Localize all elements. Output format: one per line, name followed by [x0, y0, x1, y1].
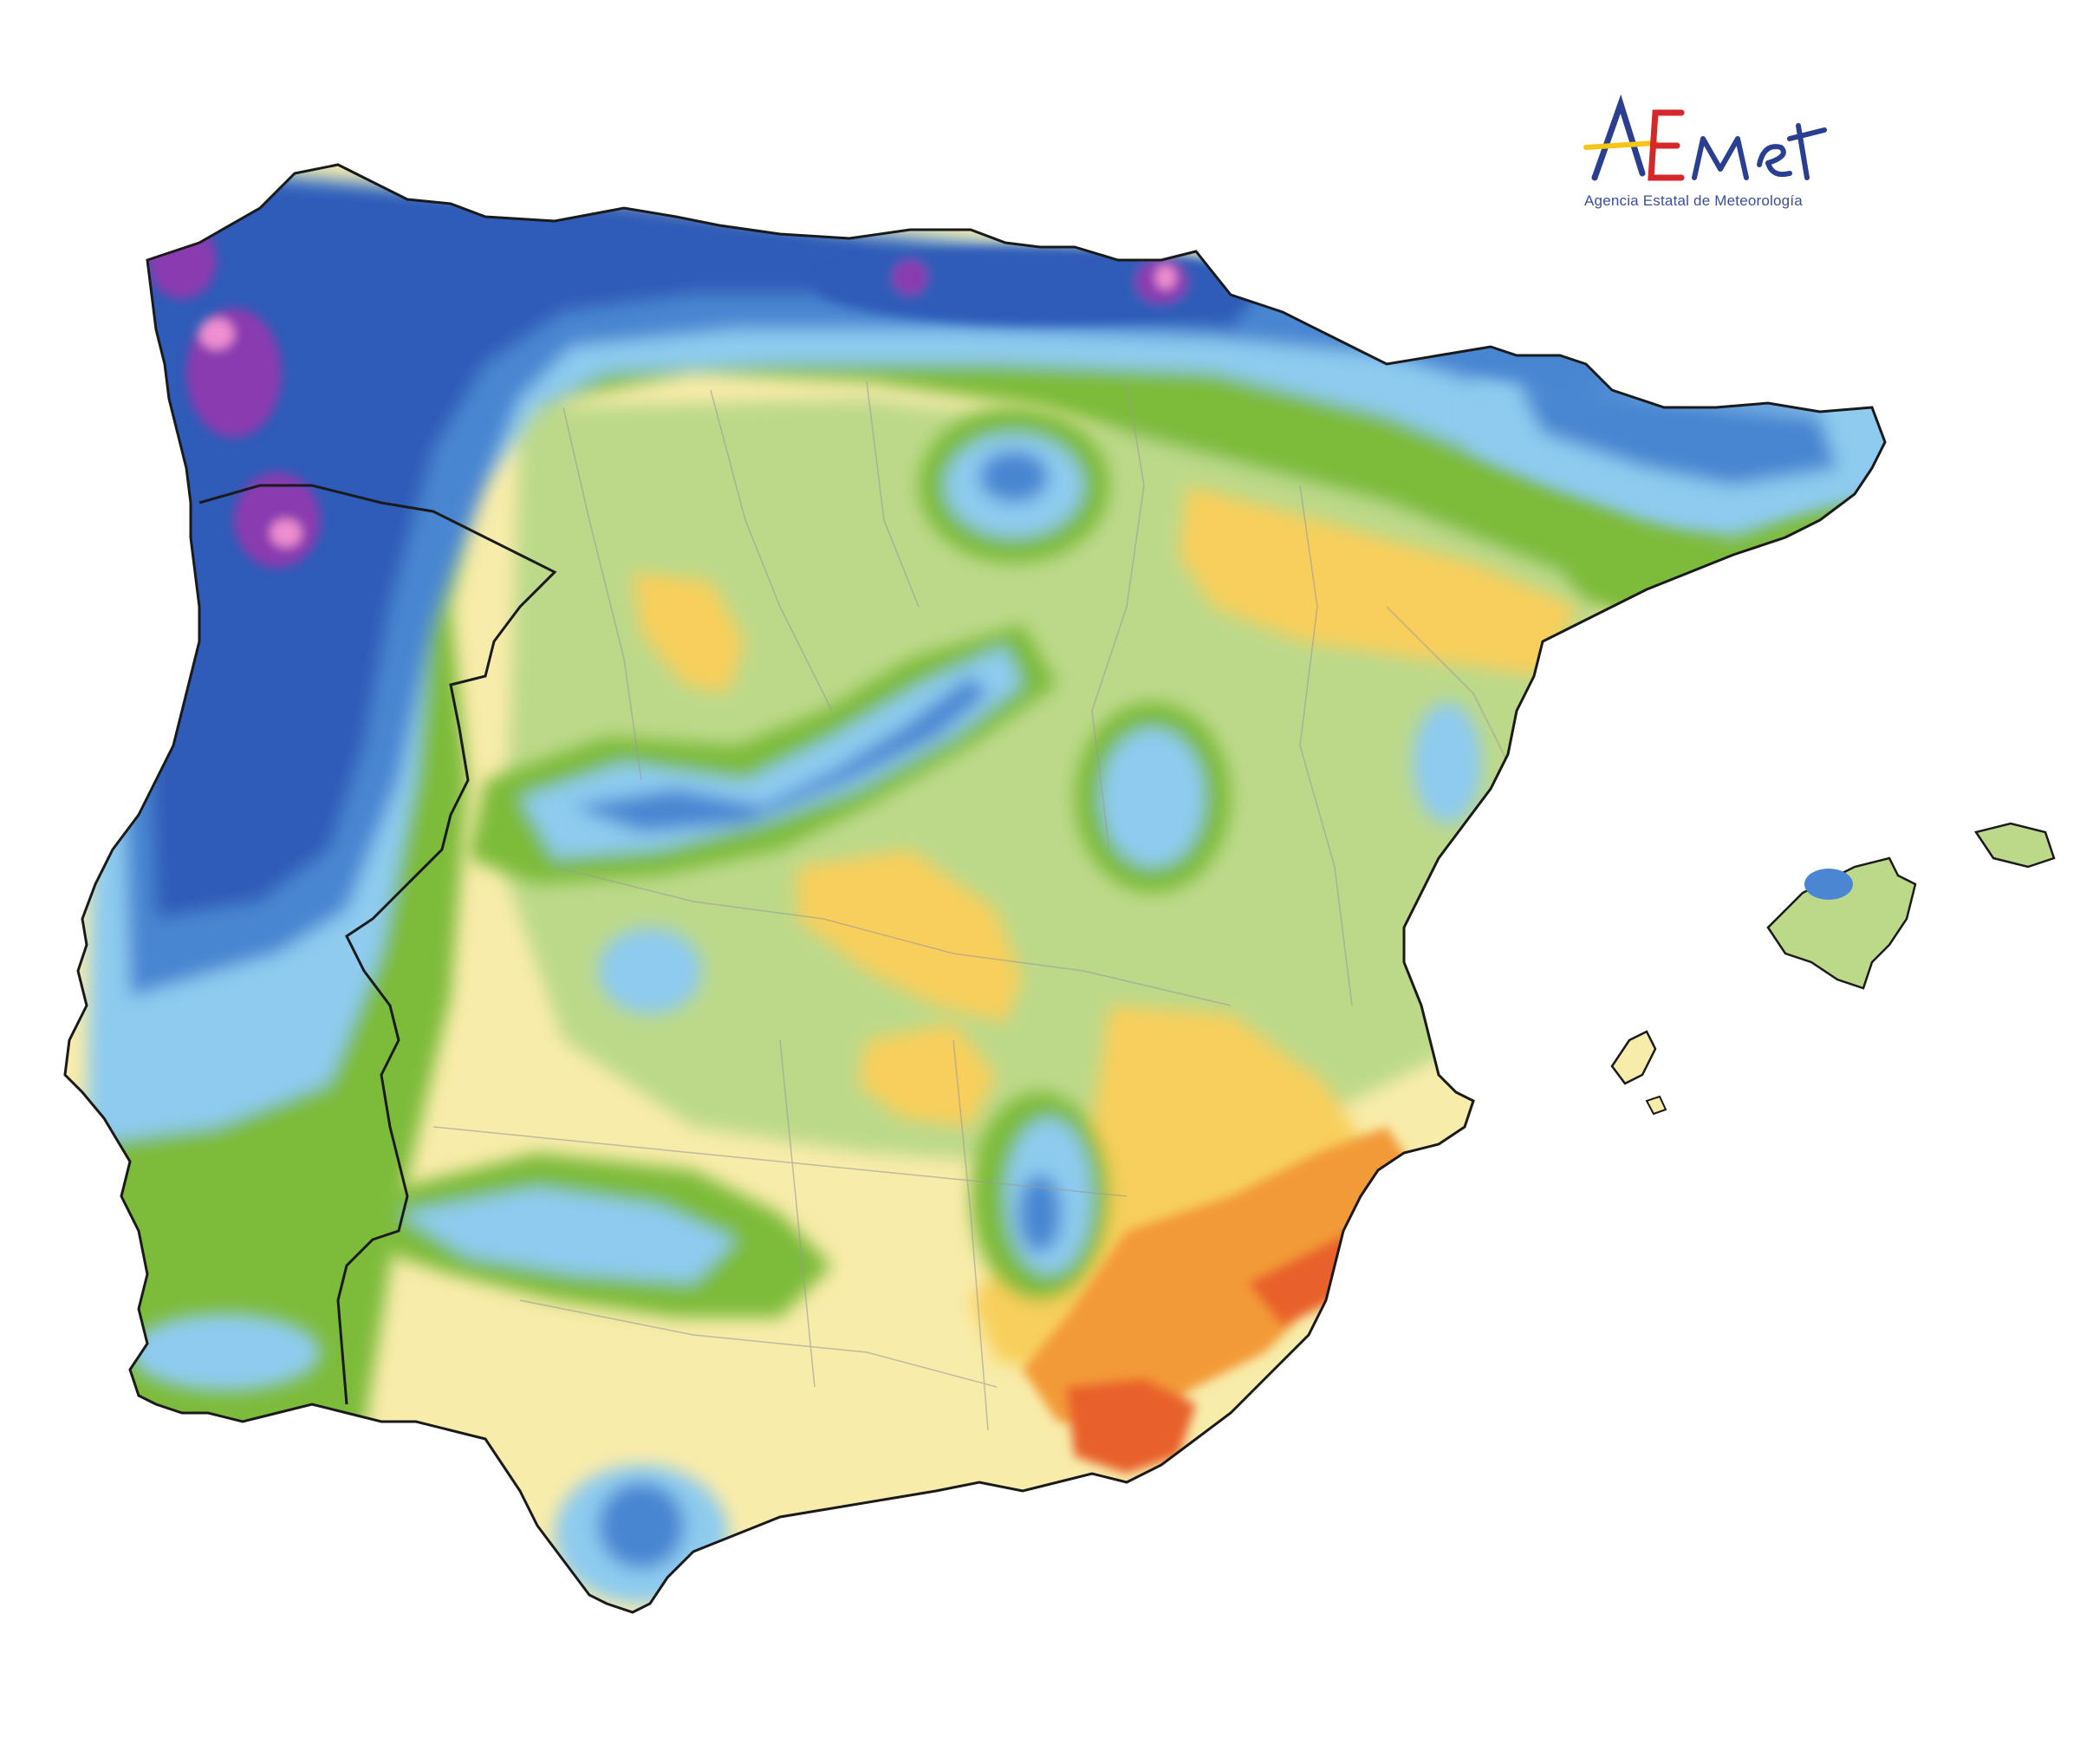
- island-menorca: [1973, 822, 2056, 869]
- logo-letters-met: [1692, 123, 1827, 180]
- aemet-logo: [1583, 94, 1827, 181]
- zone-orange-southeast: [1023, 1127, 1421, 1430]
- zone-light-blue-teruel: [1413, 702, 1482, 823]
- zone-magenta-3: [147, 221, 217, 299]
- zone-mid-blue-north: [104, 165, 1837, 997]
- zone-magenta-5: [893, 260, 927, 295]
- zone-red-almeria: [1066, 1378, 1196, 1474]
- zone-light-blue-iberian: [1101, 728, 1205, 867]
- logo-tagline: Agencia Estatal de Meteorología: [1584, 192, 1803, 209]
- logo-letter-e: [1648, 109, 1685, 181]
- zone-light-blue-algarve: [130, 1313, 321, 1391]
- zone-light-blue-extremadura: [598, 928, 702, 1014]
- zone-mid-blue-central: [572, 676, 988, 832]
- zone-dark-blue-nw: [130, 173, 1257, 919]
- zone-pink-1: [199, 318, 234, 349]
- zone-mid-blue-leon: [979, 451, 1049, 503]
- zone-light-blue-north: [87, 165, 1885, 1144]
- zone-yellow-ebro: [1179, 485, 1577, 676]
- zone-mallorca-blue: [1804, 869, 1853, 900]
- province-lines: [432, 381, 1526, 1431]
- island-mallorca: [1766, 856, 1917, 990]
- zone-mid-blue-pyrenees: [1517, 381, 1837, 485]
- zone-dark-blue-cantabria: [815, 247, 1265, 325]
- zone-yellow-mancha: [797, 849, 1023, 1023]
- logo-swoosh-blue: [1591, 94, 1646, 181]
- island-formentera: [1645, 1095, 1667, 1116]
- balearic-islands: [1610, 822, 2056, 1116]
- logo-swoosh-yellow: [1583, 140, 1658, 150]
- zone-yellow-mancha-2: [858, 1023, 997, 1127]
- zone-magenta-2: [234, 472, 321, 568]
- zone-mid-blue-cazorla: [1018, 1175, 1062, 1253]
- zone-magenta-1: [186, 308, 282, 438]
- zone-pink-2: [270, 519, 302, 547]
- portugal-spain-border: [198, 484, 557, 1405]
- zone-yellow-duero: [633, 572, 745, 693]
- zone-pink-3: [1155, 265, 1176, 290]
- island-ibiza: [1610, 1030, 1657, 1085]
- peninsula-coastline: [63, 163, 1887, 1614]
- zone-green-north: [87, 165, 1885, 1474]
- zone-mid-blue-grazalema: [598, 1482, 685, 1569]
- zone-light-blue-south: [399, 1188, 737, 1283]
